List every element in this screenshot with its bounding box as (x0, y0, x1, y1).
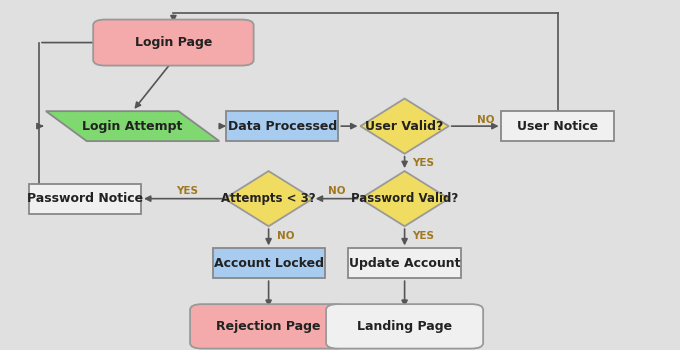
FancyBboxPatch shape (212, 248, 325, 278)
FancyBboxPatch shape (501, 111, 613, 141)
Text: YES: YES (413, 158, 435, 168)
FancyBboxPatch shape (93, 20, 254, 65)
Text: User Notice: User Notice (517, 120, 598, 133)
FancyBboxPatch shape (326, 304, 483, 349)
Text: User Valid?: User Valid? (365, 120, 444, 133)
Text: Account Locked: Account Locked (214, 257, 324, 270)
Text: Rejection Page: Rejection Page (216, 320, 321, 333)
Polygon shape (224, 171, 313, 226)
FancyBboxPatch shape (226, 111, 338, 141)
FancyBboxPatch shape (348, 248, 461, 278)
Text: Update Account: Update Account (349, 257, 460, 270)
Text: Login Page: Login Page (135, 36, 212, 49)
Text: NO: NO (477, 115, 495, 125)
FancyBboxPatch shape (29, 184, 141, 214)
Polygon shape (46, 111, 219, 141)
Text: Password Valid?: Password Valid? (351, 192, 458, 205)
FancyBboxPatch shape (190, 304, 347, 349)
Text: YES: YES (413, 231, 435, 241)
Polygon shape (360, 99, 449, 154)
Text: Data Processed: Data Processed (228, 120, 337, 133)
Text: Login Attempt: Login Attempt (82, 120, 183, 133)
Text: Landing Page: Landing Page (357, 320, 452, 333)
Text: Attempts < 3?: Attempts < 3? (221, 192, 316, 205)
Text: Password Notice: Password Notice (27, 192, 143, 205)
Text: YES: YES (176, 186, 198, 196)
Text: NO: NO (328, 186, 345, 196)
Polygon shape (360, 171, 449, 226)
Text: NO: NO (277, 231, 294, 241)
